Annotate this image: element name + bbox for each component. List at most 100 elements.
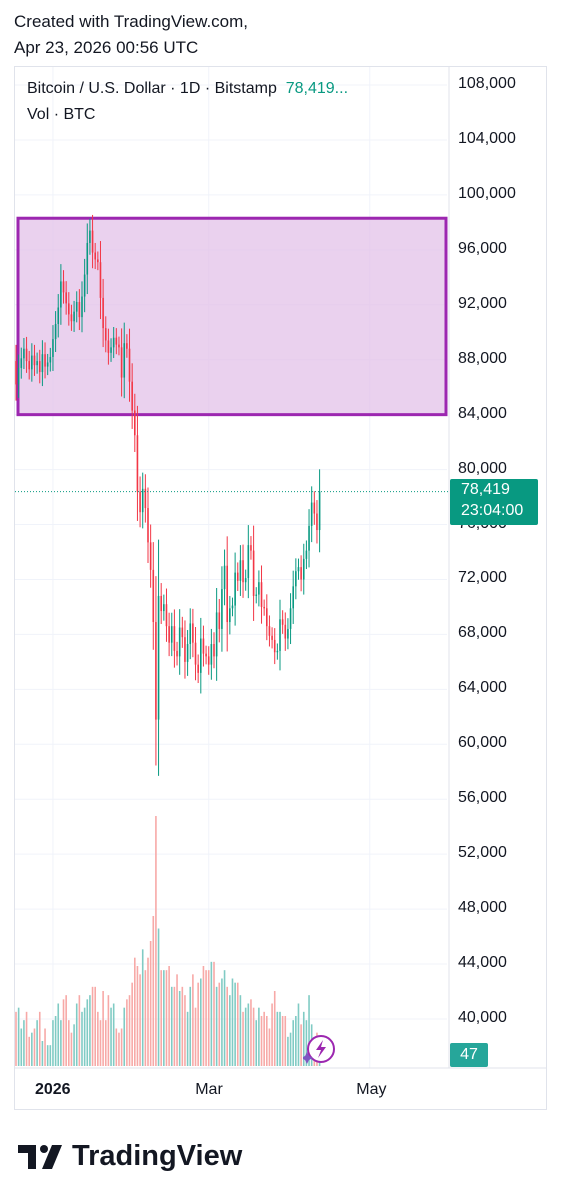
y-tick-label: 72,000 — [458, 569, 507, 587]
candle — [97, 251, 99, 271]
candle-body — [123, 343, 126, 378]
candle-body — [287, 628, 289, 639]
candle — [302, 543, 305, 595]
candle-body — [234, 572, 236, 606]
candle — [147, 487, 149, 563]
volume-bar — [168, 966, 170, 1066]
candle-body — [44, 354, 46, 367]
candle — [141, 472, 144, 529]
volume-bar — [300, 1024, 302, 1066]
candle-body — [144, 488, 147, 509]
candle-body — [271, 635, 273, 640]
volume-bar — [118, 1032, 120, 1066]
y-tick-label: 88,000 — [458, 349, 507, 367]
rectangle-zone[interactable] — [16, 216, 448, 417]
candle-body — [244, 578, 247, 583]
candle — [226, 536, 228, 652]
legend-volume[interactable]: Vol · BTC — [27, 106, 96, 123]
candle — [120, 328, 123, 397]
candle-body — [186, 644, 189, 662]
candle — [297, 558, 300, 580]
candle — [234, 552, 236, 626]
y-tick-label: 92,000 — [458, 294, 507, 312]
volume-bar — [289, 1032, 292, 1066]
legend-symbol[interactable]: Bitcoin / U.S. Dollar · 1D · Bitstamp 78… — [27, 80, 348, 98]
candle-body — [83, 274, 86, 297]
volume-bar — [302, 1011, 305, 1066]
candle-body — [218, 612, 221, 629]
volume-bar — [181, 986, 184, 1066]
candle-body — [289, 608, 292, 629]
candle — [197, 654, 199, 684]
volume-bar — [194, 1007, 197, 1066]
volume-bar — [54, 1016, 57, 1066]
candle-body — [68, 303, 70, 315]
volume-bar — [44, 1028, 46, 1066]
candle-body — [23, 348, 25, 359]
volume-bar — [297, 1003, 300, 1066]
candle-body — [205, 653, 207, 657]
volume-bar — [305, 1020, 308, 1066]
candle — [210, 628, 213, 680]
candle-body — [31, 355, 33, 370]
candle — [178, 609, 181, 675]
candle — [316, 500, 318, 544]
volume-bar — [200, 978, 202, 1066]
watermark-timestamp: Apr 23, 2026 00:56 UTC — [14, 38, 199, 57]
volume-bar — [75, 1003, 78, 1066]
candle-body — [104, 328, 107, 341]
volume-bar — [141, 949, 144, 1066]
tradingview-logo-text: TradingView — [72, 1140, 243, 1172]
volume-bar — [252, 1007, 255, 1066]
volume-bar — [202, 966, 205, 1066]
candle-body — [276, 650, 279, 653]
candle — [200, 617, 202, 694]
candle-body — [305, 550, 308, 559]
candle-body — [75, 302, 78, 312]
volume-bar — [99, 1020, 102, 1066]
y-tick-label: 100,000 — [458, 184, 516, 202]
candle — [155, 576, 157, 766]
y-tick-label: 44,000 — [458, 954, 507, 972]
candle-body — [99, 262, 102, 298]
candle — [313, 491, 316, 525]
candle-body — [258, 582, 260, 595]
volume-bar — [281, 1016, 284, 1066]
candle-body — [110, 347, 112, 353]
candle — [15, 344, 17, 401]
volume-bar — [258, 1007, 260, 1066]
candle — [23, 338, 25, 370]
candle-body — [17, 367, 20, 385]
volume-bar — [23, 1020, 25, 1066]
candle — [281, 610, 284, 634]
volume-bar — [207, 970, 210, 1066]
candle — [194, 626, 197, 681]
lightning-icon[interactable] — [303, 1032, 335, 1064]
volume-bar — [136, 966, 139, 1066]
volume-bar — [25, 1011, 28, 1066]
tradingview-logo[interactable]: TradingView — [18, 1140, 242, 1173]
candle — [115, 328, 118, 355]
candle-body — [89, 230, 91, 243]
volume-bar — [97, 1011, 99, 1066]
candle — [126, 334, 128, 358]
volume-bar — [287, 1036, 289, 1066]
volume-bar — [83, 1007, 86, 1066]
candle-body — [250, 545, 252, 551]
candle — [244, 569, 247, 591]
x-tick-label: Mar — [195, 1081, 223, 1098]
candle-body — [38, 361, 41, 373]
volume-bar — [70, 1032, 73, 1066]
y-tick-label: 108,000 — [458, 75, 516, 92]
candle-body — [281, 619, 284, 625]
candle — [28, 350, 30, 380]
candle — [300, 555, 302, 592]
candle-body — [292, 586, 294, 609]
last-price-value: 78,419 — [461, 480, 510, 498]
volume-bar — [215, 986, 218, 1066]
candle — [73, 300, 75, 332]
candle — [99, 241, 102, 320]
volume-bar — [279, 1011, 281, 1066]
volume-bar — [308, 995, 310, 1066]
